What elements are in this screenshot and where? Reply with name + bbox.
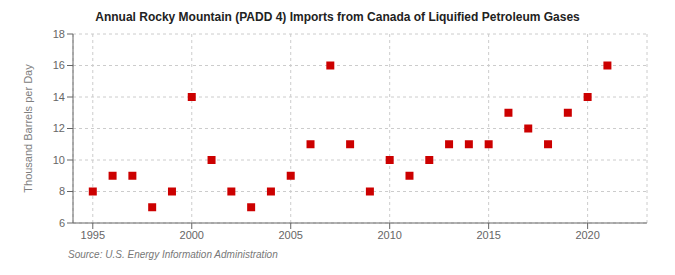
- svg-text:18: 18: [53, 28, 65, 40]
- svg-text:12: 12: [53, 122, 65, 134]
- svg-text:2015: 2015: [476, 229, 500, 241]
- svg-text:1995: 1995: [81, 229, 105, 241]
- svg-text:2005: 2005: [278, 229, 302, 241]
- svg-text:2000: 2000: [180, 229, 204, 241]
- html-text:Source: U.S. Energy Informatio: Source: U.S. Energy Information Administ…: [68, 249, 278, 260]
- svg-text:10: 10: [53, 154, 65, 166]
- svg-text:16: 16: [53, 59, 65, 71]
- svg-text:Thousand Barrels per Day: Thousand Barrels per Day: [22, 64, 34, 193]
- svg-text:2020: 2020: [575, 229, 599, 241]
- svg-text:6: 6: [59, 217, 65, 229]
- html-text:Annual Rocky Mountain (PADD 4): Annual Rocky Mountain (PADD 4) Imports f…: [95, 10, 580, 24]
- svg-text:14: 14: [53, 91, 65, 103]
- svg-text:8: 8: [59, 185, 65, 197]
- svg-text:2010: 2010: [377, 229, 401, 241]
